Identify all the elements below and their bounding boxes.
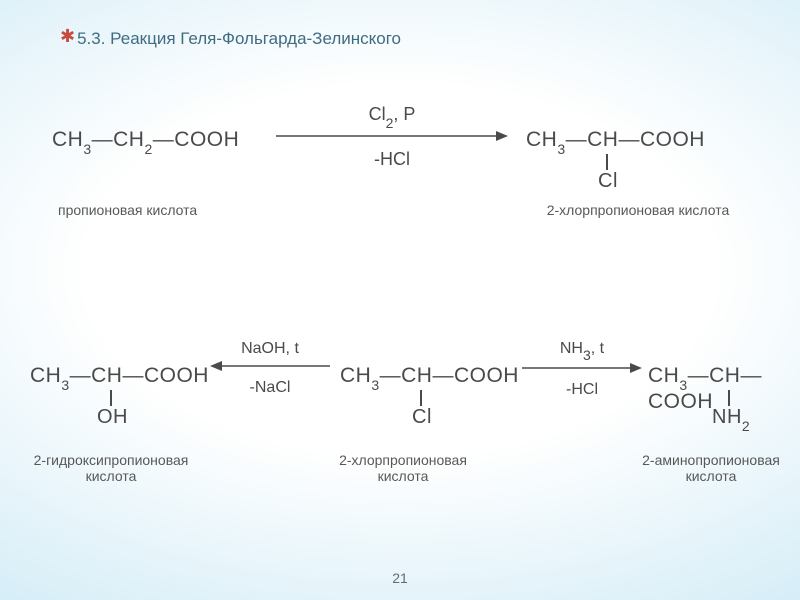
f: —CH <box>92 128 145 151</box>
product-2-chloropropionic: CH3—CH—COOH Cl <box>526 128 705 154</box>
t: 2-аминопропионовая <box>642 452 780 468</box>
mol-2-hydroxypropionic: CH3—CH—COOH OH <box>30 364 209 390</box>
f: 3 <box>557 141 565 157</box>
f: —CH—COOH <box>566 128 705 151</box>
substituent-nh2: NH2 <box>712 406 750 431</box>
f: CH <box>648 364 679 387</box>
t: Cl <box>369 104 386 124</box>
substituent-cl: Cl <box>598 170 618 193</box>
label-chloro-c: 2-хлорпропионовая кислота <box>308 452 498 484</box>
t: 2-хлорпропионовая <box>339 452 467 468</box>
f: 3 <box>61 377 69 393</box>
f: CH <box>526 128 557 151</box>
f: CH <box>52 128 83 151</box>
byproduct-nacl: -NaCl <box>210 379 330 397</box>
arrow-right-icon <box>522 360 642 376</box>
t: NH <box>560 340 583 357</box>
t: 3 <box>583 347 591 363</box>
substituent-cl-c: Cl <box>412 406 432 429</box>
f: 3 <box>83 141 91 157</box>
f: —COOH <box>153 128 240 151</box>
t: кислота <box>378 468 429 484</box>
byproduct-hcl: -HCl <box>276 149 508 170</box>
f: 2 <box>144 141 152 157</box>
label-amino: 2-аминопропионовая кислота <box>616 452 800 484</box>
reagent-cl2-p: Cl2, P <box>276 104 508 128</box>
f: CH <box>340 364 371 387</box>
f: 3 <box>371 377 379 393</box>
page-number: 21 <box>392 570 408 586</box>
title-row: ✱ 5.3. Реакция Геля-Фольгарда-Зелинского <box>60 28 752 49</box>
t: , t <box>591 340 604 357</box>
f: —CH—COOH <box>70 364 209 387</box>
bond-icon <box>728 390 730 406</box>
t: кислота <box>86 468 137 484</box>
label-hydroxy: 2-гидроксипропионовая кислота <box>26 452 196 484</box>
t: 2 <box>386 115 394 131</box>
star-bullet-icon: ✱ <box>60 26 75 47</box>
label-2-chloropropionic: 2-хлорпропионовая кислота <box>518 202 758 218</box>
t: 2 <box>742 418 750 434</box>
label-propionic: пропионовая кислота <box>58 202 258 218</box>
f: CH <box>30 364 61 387</box>
t: NH <box>712 406 742 428</box>
slide-title: 5.3. Реакция Геля-Фольгарда-Зелинского <box>77 29 401 49</box>
t: кислота <box>686 468 737 484</box>
bond-icon <box>606 154 608 170</box>
reaction-2-arrow-left: NaOH, t -NaCl <box>210 340 330 397</box>
reactant-propionic-acid: CH3—CH2—COOH <box>52 128 239 154</box>
t: 2-гидроксипропионовая <box>34 452 189 468</box>
f: 3 <box>679 377 687 393</box>
slide-content: ✱ 5.3. Реакция Геля-Фольгарда-Зелинского… <box>0 0 800 600</box>
reagent-naoh: NaOH, t <box>210 340 330 358</box>
reaction-2-arrow-right: NH3, t -HCl <box>522 340 642 399</box>
t: , P <box>393 104 415 124</box>
substituent-oh: OH <box>97 406 128 429</box>
reaction-1-arrow: Cl2, P -HCl <box>276 104 508 170</box>
mol-2-chloropropionic-center: CH3—CH—COOH Cl <box>340 364 519 390</box>
arrow-left-icon <box>210 358 330 374</box>
bond-icon <box>110 390 112 406</box>
reagent-nh3: NH3, t <box>522 340 642 360</box>
f: —CH—COOH <box>380 364 519 387</box>
bond-icon <box>420 390 422 406</box>
mol-2-aminopropionic: CH3—CH—COOH NH2 <box>648 364 764 414</box>
byproduct-hcl-2: -HCl <box>522 381 642 399</box>
